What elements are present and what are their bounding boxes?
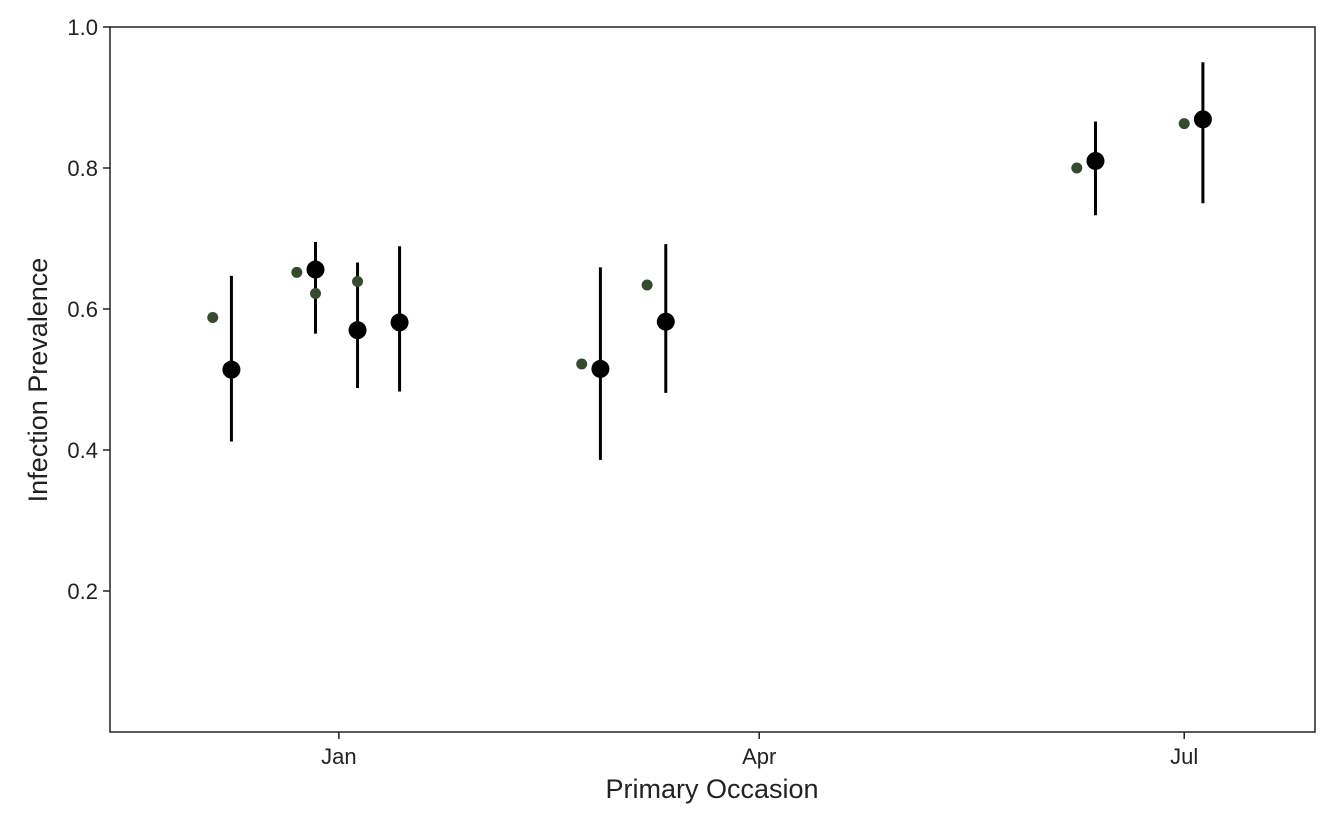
estimate-point [222,360,241,379]
x-tick-label: Apr [742,744,776,769]
y-axis: 0.2 0.4 0.6 0.8 1.0 [67,15,110,604]
observed-point [1071,162,1083,174]
observed-points [207,118,1190,370]
estimate-point [656,312,675,331]
observed-point [310,287,322,299]
estimate-points [222,110,1212,379]
x-tick-label: Jul [1170,744,1198,769]
observed-point [352,276,364,288]
estimate-point [1193,110,1212,129]
estimate-point [390,313,409,332]
x-axis-title: Primary Occasion [605,774,818,804]
estimate-point [306,260,325,279]
estimate-point [591,359,610,378]
x-tick-label: Jan [321,744,356,769]
observed-point [1178,118,1190,130]
y-tick-label: 0.2 [67,579,98,604]
observed-point [291,266,303,278]
observed-point [641,279,653,291]
y-tick-label: 0.6 [67,297,98,322]
x-axis: Jan Apr Jul [321,732,1198,769]
observed-point [207,311,219,323]
y-tick-label: 1.0 [67,15,98,40]
plot-panel [109,26,1316,733]
estimate-point [1086,151,1105,170]
y-tick-label: 0.8 [67,156,98,181]
y-tick-label: 0.4 [67,438,98,463]
estimate-point [348,321,367,340]
observed-point [576,358,588,370]
y-axis-title: Infection Prevalence [23,258,53,503]
